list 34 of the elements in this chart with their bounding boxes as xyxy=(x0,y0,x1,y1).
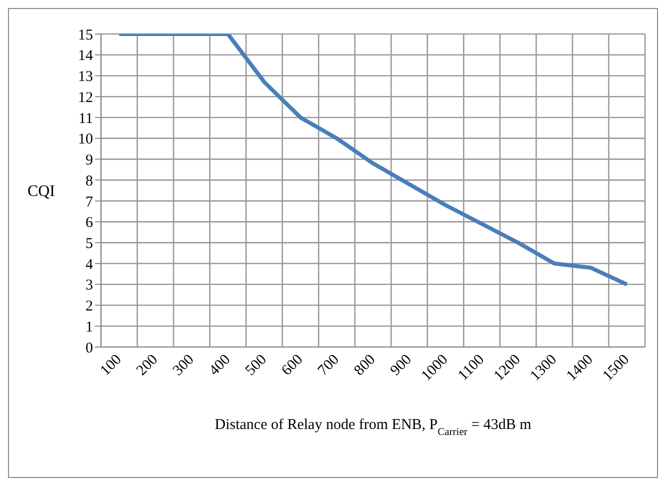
y-tick-label: 13 xyxy=(78,69,93,86)
x-tick-label: 1200 xyxy=(491,352,524,384)
x-tick-label: 300 xyxy=(170,352,198,379)
x-tick-label: 600 xyxy=(278,352,306,379)
x-tick-label: 700 xyxy=(315,352,342,379)
x-tick-label: 800 xyxy=(351,352,379,379)
y-tick-label: 5 xyxy=(86,236,93,252)
x-tick-label: 900 xyxy=(388,352,415,379)
y-tick-label: 3 xyxy=(86,278,93,294)
y-tick-label: 2 xyxy=(86,298,93,315)
x-axis-title: Distance of Relay node from ENB, P$_{Carrier}$ = 43dB m xyxy=(214,417,532,438)
y-tick-label: 14 xyxy=(78,48,94,64)
y-tick-label: 6 xyxy=(86,215,94,232)
x-tick-label: 1500 xyxy=(600,352,633,384)
x-tick-label: 1100 xyxy=(455,352,488,384)
y-tick-label: 1 xyxy=(86,319,93,336)
y-tick-label: 4 xyxy=(86,256,94,273)
y-tick-label: 12 xyxy=(78,90,93,106)
x-tick-label: 400 xyxy=(206,352,234,379)
y-tick-label: 9 xyxy=(86,152,93,169)
x-tick-label: 200 xyxy=(134,352,162,379)
y-tick-label: 15 xyxy=(78,27,93,44)
y-tick-label: 0 xyxy=(86,340,93,356)
x-tick-label: 1400 xyxy=(564,352,596,384)
x-tick-label: 1300 xyxy=(527,352,560,384)
line-series xyxy=(117,34,629,286)
x-tick-label: 100 xyxy=(98,352,125,379)
y-tick-label: 11 xyxy=(78,110,93,127)
y-tick-label: 8 xyxy=(86,173,93,190)
y-tick-label: 10 xyxy=(78,132,93,148)
y-tick-label: 7 xyxy=(86,194,94,210)
y-axis-title: CQI xyxy=(27,183,55,200)
x-tick-label: 1000 xyxy=(418,352,452,384)
x-tick-label: 500 xyxy=(242,352,270,379)
